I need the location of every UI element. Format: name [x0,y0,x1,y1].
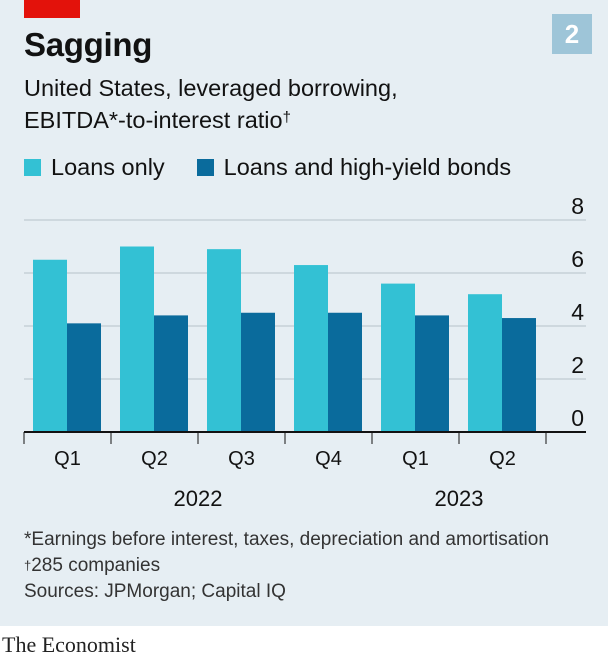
chart-card: 2 Sagging United States, leveraged borro… [0,0,608,626]
bar-loans-only-4 [381,283,415,432]
x-tick-label-2: Q3 [228,448,255,470]
subtitle-line-2-text: EBITDA*-to-interest ratio [24,107,283,133]
bar-chart: 0 2 4 6 8 Q1 Q2 Q3 Q4 Q1 Q2 2022 2023 [23,193,586,511]
chart-number-badge: 2 [552,14,592,54]
legend-label-loans-and-bonds: Loans and high-yield bonds [223,154,512,180]
footnote-dagger: † [24,558,32,573]
y-tick-label-2: 2 [571,352,584,378]
bar-loans-only-5 [468,294,502,432]
footnote-ebitda: *Earnings before interest, taxes, deprec… [24,529,549,550]
bar-loans-only-2 [207,249,241,432]
x-tick-label-3: Q4 [315,448,342,470]
year-label-2022: 2022 [174,486,223,511]
bar-loans-and-bonds-4 [415,315,449,432]
bar-loans-only-0 [33,259,67,432]
legend-item-loans-only: Loans only [24,154,165,181]
bar-loans-and-bonds-0 [67,323,101,432]
bar-loans-and-bonds-3 [328,312,362,432]
bar-loans-and-bonds-1 [154,315,188,432]
subtitle-line-1: United States, leveraged borrowing, [24,75,398,101]
subtitle-dagger: † [282,109,291,126]
footnote-companies: †285 companies [24,553,549,579]
brand-logo-text: The Economist [2,632,136,657]
red-tag [24,0,80,18]
y-tick-label-4: 4 [571,299,584,325]
legend-swatch-loans-and-bonds [196,159,214,176]
legend-item-loans-and-bonds: Loans and high-yield bonds [196,154,512,181]
x-tick-label-4: Q1 [402,448,429,470]
subtitle-line-2: EBITDA*-to-interest ratio† [24,104,398,136]
footnote-sources: Sources: JPMorgan; Capital IQ [24,581,286,602]
chart-title: Sagging [24,26,153,63]
legend-label-loans-only: Loans only [51,154,165,180]
bar-loans-and-bonds-2 [241,312,275,432]
bar-loans-only-1 [120,246,154,432]
y-tick-label-8: 8 [571,193,584,219]
bar-loans-and-bonds-5 [502,318,536,432]
x-tick-label-1: Q2 [141,448,168,470]
y-tick-label-0: 0 [571,405,584,431]
x-tick-label-5: Q2 [489,448,516,470]
year-label-2023: 2023 [435,486,484,511]
y-tick-label-6: 6 [571,246,584,272]
bar-loans-only-3 [294,265,328,432]
x-tick-label-0: Q1 [54,448,81,470]
footnote-companies-text: 285 companies [31,555,161,576]
legend-swatch-loans-only [24,159,41,176]
chart-subtitle: United States, leveraged borrowing, EBIT… [24,72,398,136]
footnotes: *Earnings before interest, taxes, deprec… [24,527,549,605]
legend: Loans only Loans and high-yield bonds [24,154,543,181]
